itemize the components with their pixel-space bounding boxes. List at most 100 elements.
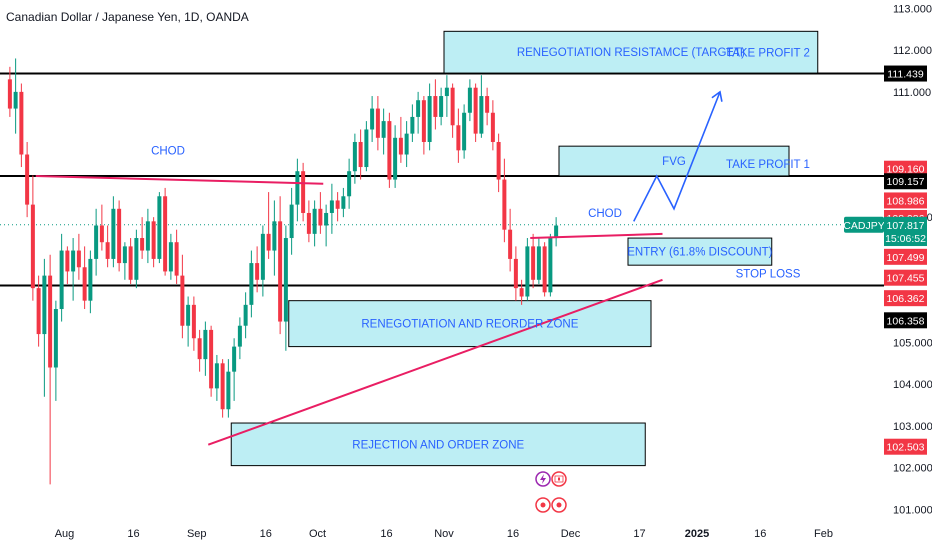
price-label-box — [884, 248, 927, 265]
x-tick-label: 16 — [380, 528, 392, 540]
candle-body — [439, 96, 444, 117]
price-label-text: 109.160 — [887, 164, 925, 176]
candle-body — [145, 221, 150, 251]
y-tick-label: 102.000 — [893, 463, 932, 475]
candle-body — [508, 229, 513, 259]
candle-body — [71, 250, 76, 272]
trendline — [35, 174, 324, 185]
candle-body — [370, 108, 375, 130]
price-label-text: 107.817 — [887, 220, 925, 232]
candle-body — [364, 129, 369, 168]
candle-body — [462, 112, 467, 151]
candle-body — [76, 250, 81, 268]
candle-body — [473, 87, 478, 134]
candle-body — [278, 221, 283, 322]
symbol-tag-label: CADJPY — [843, 220, 884, 232]
price-label-box — [884, 269, 927, 286]
candle-body — [226, 371, 231, 410]
candle-body — [168, 242, 173, 272]
candle-body — [272, 221, 277, 251]
zone-label: FVG — [662, 156, 686, 168]
candle-body — [335, 200, 340, 209]
candle-body — [479, 96, 484, 134]
candle-body — [249, 263, 254, 305]
price-label-box — [884, 290, 927, 307]
y-tick-label: 101.000 — [893, 504, 932, 516]
price-label-text: 111.439 — [887, 69, 924, 81]
candle-body — [502, 179, 507, 230]
chod-label: CHOD — [151, 146, 185, 158]
candle-body — [306, 212, 311, 234]
candle-body — [548, 238, 553, 293]
candle-body — [232, 346, 237, 372]
candle-body — [88, 258, 93, 301]
y-tick-label: 112.000 — [893, 45, 932, 57]
candle-body — [427, 96, 432, 142]
x-tick-label: Oct — [309, 528, 326, 540]
candle-body — [358, 141, 363, 168]
candle-body — [30, 204, 35, 289]
y-tick-label: 113.000 — [893, 3, 932, 15]
price-label-box — [884, 230, 927, 247]
candle-body — [295, 171, 300, 205]
candle-body — [197, 338, 202, 360]
price-label-text: 109.157 — [887, 176, 925, 188]
event-icon — [551, 497, 567, 513]
y-tick-label: 103.000 — [893, 421, 932, 433]
candle-body — [19, 91, 24, 155]
candle-body — [301, 171, 306, 213]
candle-body — [53, 309, 58, 368]
candle-body — [289, 204, 294, 239]
level-label: STOP LOSS — [736, 269, 801, 281]
candle-body — [163, 196, 168, 272]
candle-body — [283, 238, 288, 322]
candle-body — [525, 246, 530, 297]
candle-body — [151, 221, 156, 259]
candle-body — [444, 87, 449, 97]
candle-body — [94, 225, 99, 259]
candle-body — [352, 141, 357, 172]
projection-arrowhead — [711, 90, 723, 102]
projection-path — [633, 91, 721, 222]
candle-body — [59, 250, 64, 310]
candle-body — [387, 121, 392, 180]
event-dot — [540, 502, 546, 508]
x-tick-label: 16 — [260, 528, 272, 540]
price-label-text: 108.986 — [887, 195, 925, 207]
price-label-box — [884, 312, 927, 329]
zone-box — [558, 145, 790, 177]
candle-body — [255, 263, 260, 280]
candle-body — [260, 233, 265, 280]
x-tick-label: Feb — [814, 528, 833, 540]
candle-body — [324, 212, 329, 226]
candle-body — [421, 100, 426, 142]
candle-body — [542, 246, 547, 293]
candle-body — [485, 96, 490, 113]
candle-body — [13, 91, 18, 109]
price-label-text: 107.455 — [887, 273, 925, 285]
candle-body — [318, 208, 323, 226]
candle-body — [105, 242, 110, 259]
candle-body — [140, 238, 145, 251]
candle-body — [531, 246, 536, 280]
chart-title: Canadian Dollar / Japanese Yen, 1D, OAND… — [6, 10, 249, 24]
candle-body — [536, 246, 541, 280]
candle-body — [243, 304, 248, 326]
x-tick-label: 17 — [633, 528, 645, 540]
candle-body — [329, 200, 334, 213]
lightning-glyph — [540, 474, 546, 484]
candle-body — [117, 208, 122, 264]
lightning-icon — [535, 471, 551, 487]
price-label-text: 15:06:52 — [885, 233, 926, 245]
price-label-box — [884, 438, 927, 455]
symbol-tag — [844, 216, 884, 233]
candle-body — [341, 196, 346, 209]
y-tick-label: 104.000 — [893, 379, 932, 391]
candle-body — [404, 133, 409, 155]
candle-body — [7, 79, 12, 109]
zone-label: ENTRY (61.8% DISCOUNT) — [627, 247, 772, 259]
candle-body — [490, 112, 495, 142]
zone-box — [288, 300, 652, 348]
